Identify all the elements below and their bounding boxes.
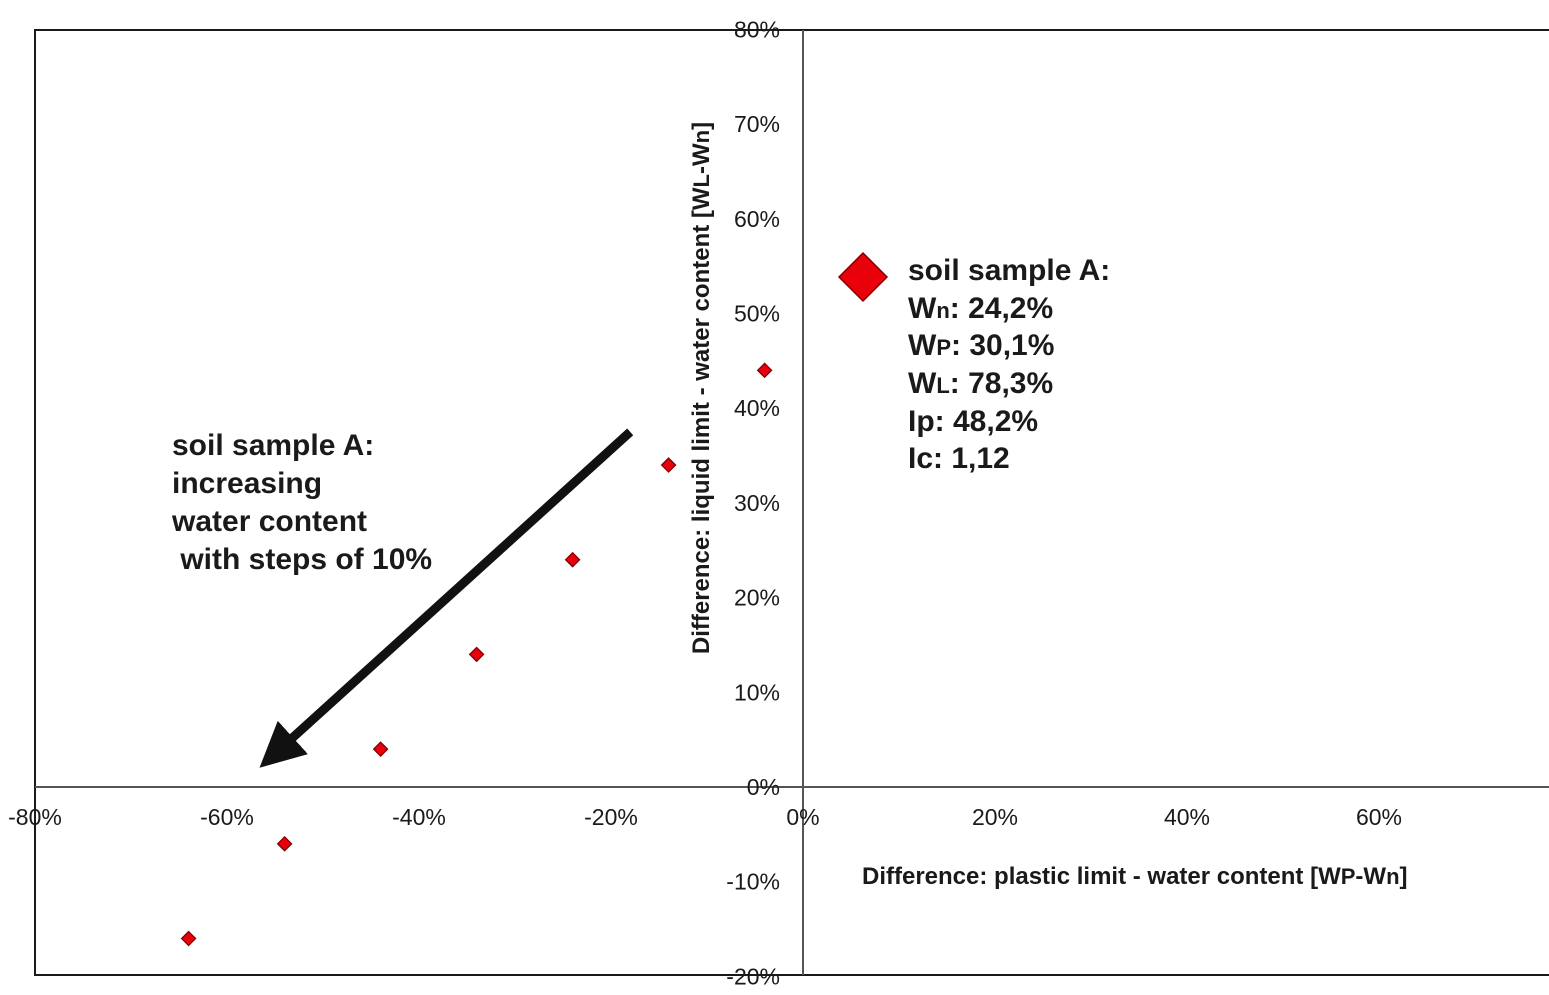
x-tick-label: 40% bbox=[1164, 804, 1210, 830]
data-point bbox=[276, 835, 293, 852]
data-point bbox=[756, 362, 773, 379]
y-tick-label: 60% bbox=[734, 206, 780, 232]
legend-diamond-marker bbox=[837, 251, 889, 303]
y-tick-label: 80% bbox=[734, 16, 780, 42]
x-tick-label: -40% bbox=[392, 804, 446, 830]
legend-item: Ic: 1,12 bbox=[908, 442, 1010, 475]
annotation-line: with steps of 10% bbox=[172, 543, 432, 576]
x-tick-label: -20% bbox=[584, 804, 638, 830]
increasing-water-arrow bbox=[259, 428, 634, 768]
data-point bbox=[468, 646, 485, 663]
data-point bbox=[372, 741, 389, 757]
y-tick-label: -20% bbox=[726, 963, 780, 989]
x-tick-label: 0% bbox=[786, 804, 819, 830]
x-tick-label: 60% bbox=[1356, 804, 1402, 830]
legend: soil sample A: Wn: 24,2% WP: 30,1% WL: 7… bbox=[837, 251, 1110, 475]
y-axis-title: Difference: liquid limit - water content… bbox=[688, 122, 715, 654]
x-tick-label: 20% bbox=[972, 804, 1018, 830]
legend-item: Wn: 24,2% bbox=[908, 292, 1053, 325]
annotation-line: soil sample A: bbox=[172, 429, 374, 462]
plot-frame bbox=[34, 29, 1549, 976]
annotation-line: increasing bbox=[172, 467, 322, 500]
y-tick-labels: -20% -10% 0% 10% 20% 30% 40% 50% 60% 70% 80% bbox=[726, 16, 780, 989]
legend-item: WP: 30,1% bbox=[908, 329, 1054, 362]
x-tick-labels: -80% -60% -40% -20% 0% 20% 40% 60% 80% bbox=[8, 804, 1549, 830]
x-tick-label: -80% bbox=[8, 804, 62, 830]
x-tick-label: 80% bbox=[1548, 804, 1549, 830]
trend-annotation: soil sample A: increasing water content … bbox=[171, 429, 432, 576]
y-tick-label: 70% bbox=[734, 111, 780, 137]
x-axis-title: Difference: plastic limit - water conten… bbox=[862, 863, 1408, 890]
y-tick-label: 40% bbox=[734, 395, 780, 421]
y-tick-label: 50% bbox=[734, 301, 780, 327]
y-tick-label: 0% bbox=[747, 774, 780, 800]
legend-item: Ip: 48,2% bbox=[908, 405, 1038, 438]
annotation-line: water content bbox=[171, 505, 367, 538]
y-tick-label: 10% bbox=[734, 679, 780, 705]
data-points bbox=[180, 362, 773, 947]
data-point bbox=[564, 551, 581, 568]
data-point bbox=[180, 930, 197, 947]
x-tick-label: -60% bbox=[200, 804, 254, 830]
legend-item: WL: 78,3% bbox=[908, 367, 1053, 400]
legend-title: soil sample A: bbox=[908, 254, 1110, 287]
y-tick-label: -10% bbox=[726, 869, 780, 895]
y-tick-label: 20% bbox=[734, 585, 780, 611]
data-point bbox=[660, 457, 677, 473]
y-tick-label: 30% bbox=[734, 490, 780, 516]
